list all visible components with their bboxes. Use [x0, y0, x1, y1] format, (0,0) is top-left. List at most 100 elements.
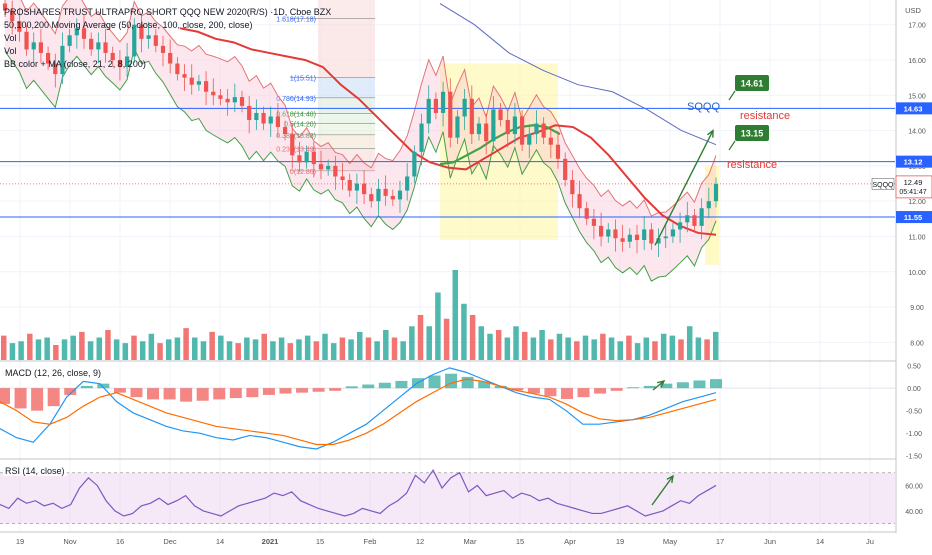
time-axis-tick: 12: [416, 537, 424, 546]
candle-body: [448, 91, 453, 138]
macd-histogram-bar: [527, 388, 540, 394]
volume-bar: [400, 341, 406, 360]
volume-bar: [1, 335, 7, 360]
candle-body: [139, 24, 144, 39]
volume-bar: [183, 328, 189, 360]
volume-bar: [18, 341, 24, 360]
resistance-callout-2-value: 13.15: [741, 129, 764, 139]
candle-body: [627, 234, 632, 242]
candle-body: [146, 35, 151, 39]
candle-body: [81, 28, 87, 39]
macd-histogram-bar: [312, 388, 325, 392]
volume-bar: [192, 337, 198, 360]
trend-arrow-macd-head: [657, 379, 666, 388]
candle-body: [692, 215, 697, 226]
time-axis-tick: Jun: [764, 537, 776, 546]
volume-bar: [200, 341, 207, 360]
candle-body: [376, 188, 381, 202]
candle-body: [297, 155, 302, 163]
time-axis-tick: 15: [516, 537, 524, 546]
volume-bar: [513, 326, 519, 360]
volume-bar: [313, 341, 320, 360]
axis-tag-hline-2-bg: [896, 155, 932, 168]
candle-body: [677, 222, 683, 230]
candle-body: [685, 215, 690, 223]
volume-bar: [278, 337, 285, 360]
bollinger-lower: [4, 47, 717, 282]
axis-tag-hline-2: 13.12: [904, 158, 923, 167]
candle-body: [361, 183, 367, 195]
macd-histogram-bar: [262, 388, 275, 395]
macd-histogram-bar: [594, 388, 607, 394]
time-axis-tick: 19: [616, 537, 624, 546]
fib-zone: [318, 113, 375, 124]
macd-axis-tick: -0.50: [906, 409, 922, 416]
candle-body: [663, 236, 668, 239]
time-axis-tick: Mar: [464, 537, 477, 546]
volume-bar: [652, 341, 658, 360]
time-axis-tick: Apr: [564, 537, 576, 546]
macd-histogram-bar: [428, 375, 441, 389]
bollinger-fill: [5, 0, 716, 282]
ma-indicator-label[interactable]: 50,100,200 Moving Average (50, close, 10…: [4, 20, 253, 30]
resistance-callout-1-box: [735, 75, 769, 91]
volume-indicator-label-2[interactable]: Vol: [4, 46, 17, 56]
resistance-label-1: resistance: [740, 110, 790, 122]
volume-bar: [521, 331, 528, 360]
time-axis-tick: 2021: [262, 537, 279, 546]
rsi-pane-label[interactable]: RSI (14, close): [3, 466, 67, 476]
volume-bar: [469, 315, 476, 360]
last-price-tag: 12.49: [904, 178, 923, 187]
volume-bar: [669, 335, 676, 360]
volume-bar: [435, 292, 441, 360]
candle-body: [548, 137, 553, 145]
bb-indicator-label[interactable]: BB color + MA (close, 21, 2, 8, 200): [4, 59, 146, 69]
symbol-tag-bg: [871, 178, 895, 190]
candle-body: [160, 45, 166, 53]
candle-body: [196, 81, 202, 85]
macd-histogram-bar: [511, 388, 524, 391]
fib-label: 0.618(14.48): [276, 112, 316, 119]
volume-bar: [296, 339, 302, 360]
chart-title: PROSHARES TRUST ULTRAPRO SHORT QQQ NEW 2…: [4, 7, 332, 17]
time-axis-tick: Nov: [63, 537, 77, 546]
fib-zone: [318, 77, 375, 98]
volume-bar: [357, 331, 363, 360]
macd-histogram-bar: [64, 388, 77, 395]
fib-label: 0.382(13.88): [276, 133, 316, 140]
volume-bar: [660, 333, 667, 360]
macd-histogram-bar: [229, 388, 242, 399]
candle-body: [96, 42, 101, 50]
volume-bar: [686, 326, 693, 360]
candle-body: [347, 180, 352, 191]
candle-body: [397, 190, 403, 200]
axis-tag-hline-3: 11.55: [904, 213, 922, 222]
volume-indicator-label[interactable]: Vol: [4, 33, 17, 43]
price-axis-tick: 11.00: [909, 234, 926, 241]
rsi-band: [0, 472, 895, 524]
volume-bar: [426, 326, 432, 360]
time-axis-tick: 15: [316, 537, 324, 546]
fib-label: 0(12.86): [290, 169, 316, 176]
candle-body: [555, 144, 561, 159]
volume-bar: [122, 343, 129, 360]
volume-bar: [704, 339, 710, 360]
volume-bar: [287, 343, 294, 360]
macd-histogram-bar: [362, 384, 375, 389]
volume-bar: [96, 337, 103, 360]
candle-body: [203, 81, 209, 92]
time-axis-tick: 17: [716, 537, 724, 546]
ma-green-line: [439, 124, 561, 166]
volume-bar: [478, 326, 485, 360]
candle-body: [67, 35, 72, 46]
currency-label: USD: [905, 6, 921, 15]
volume-bar: [417, 315, 424, 360]
candle-body: [706, 201, 711, 209]
volume-bar: [383, 330, 389, 360]
candle-body: [519, 116, 525, 145]
macd-pane-label[interactable]: MACD (12, 26, close, 9): [3, 368, 104, 378]
time-axis-tick: 14: [816, 537, 824, 546]
candle-body: [462, 98, 467, 117]
